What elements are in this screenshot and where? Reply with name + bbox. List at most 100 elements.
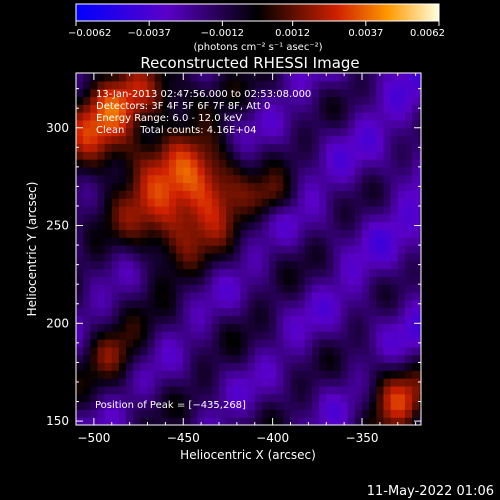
heatmap-cell (133, 221, 141, 231)
heatmap-cell (118, 182, 127, 191)
heatmap-cell (397, 292, 406, 301)
heatmap-cell (118, 221, 127, 231)
heatmap-cell (376, 260, 385, 270)
heatmap-cell (197, 182, 206, 191)
heatmap-cell (197, 292, 206, 301)
heatmap-cell (311, 127, 320, 137)
heatmap-cell (419, 80, 421, 90)
heatmap-cell (104, 182, 113, 191)
heatmap-cell (140, 338, 149, 348)
heatmap-cell (412, 104, 420, 113)
heatmap-cell (126, 307, 134, 317)
heatmap-cell (233, 362, 242, 371)
heatmap-cell (326, 417, 335, 425)
heatmap-cell (276, 393, 284, 403)
heatmap-cell (319, 166, 327, 176)
heatmap-cell (311, 276, 320, 285)
heatmap-cell (326, 182, 335, 191)
heatmap-cell (276, 112, 284, 121)
heatmap-cell (204, 237, 213, 246)
heatmap-cell (240, 292, 249, 301)
heatmap-cell (211, 252, 220, 262)
heatmap-cell (390, 127, 399, 137)
heatmap-cell (326, 166, 335, 176)
heatmap-cell (226, 307, 234, 317)
heatmap-cell (183, 143, 191, 152)
heatmap-cell (419, 127, 421, 137)
heatmap-cell (147, 221, 156, 231)
heatmap-cell (290, 307, 299, 317)
heatmap-cell (240, 393, 249, 403)
heatmap-cell (383, 229, 392, 238)
heatmap-cell (197, 166, 206, 176)
heatmap-cell (297, 159, 306, 168)
heatmap-cell (190, 182, 199, 191)
heatmap-cell (183, 346, 191, 356)
heatmap-cell (404, 190, 413, 199)
heatmap-cell (283, 331, 292, 340)
heatmap-cell (83, 166, 91, 176)
heatmap-cell (211, 276, 220, 285)
heatmap-cell (197, 393, 206, 403)
heatmap-cell (326, 112, 335, 121)
heatmap-cell (197, 213, 206, 223)
heatmap-cell (240, 213, 249, 223)
heatmap-cell (404, 205, 413, 215)
heatmap-cell (354, 229, 363, 238)
heatmap-cell (233, 213, 242, 223)
heatmap-cell (362, 143, 370, 152)
heatmap-cell (211, 174, 220, 184)
heatmap-cell (390, 362, 399, 371)
heatmap-cell (219, 174, 227, 184)
heatmap-cell (219, 229, 227, 238)
heatmap-cell (111, 385, 120, 395)
heatmap-cell (419, 252, 421, 262)
heatmap-cell (211, 284, 220, 293)
heatmap-cell (326, 104, 335, 113)
heatmap-cell (190, 198, 199, 207)
heatmap-cell (118, 151, 127, 160)
heatmap-cell (340, 370, 349, 379)
heatmap-cell (369, 401, 377, 410)
heatmap-cell (126, 260, 134, 270)
heatmap-cell (362, 307, 370, 317)
heatmap-cell (190, 96, 199, 105)
y-tick-label: 150 (46, 414, 69, 428)
heatmap-cell (412, 409, 420, 418)
heatmap-cell (269, 409, 277, 418)
heatmap-cell (383, 96, 392, 105)
heatmap-cell (419, 213, 421, 223)
heatmap-cell (376, 393, 385, 403)
heatmap-cell (419, 112, 421, 121)
heatmap-cell (219, 213, 227, 223)
heatmap-cell (168, 166, 177, 176)
heatmap-cell (90, 221, 99, 231)
heatmap-cell (126, 315, 134, 324)
heatmap-cell (404, 370, 413, 379)
heatmap-cell (376, 221, 385, 231)
heatmap-cell (304, 417, 313, 425)
heatmap-cell (390, 346, 399, 356)
heatmap-cell (76, 401, 84, 410)
heatmap-cell (126, 393, 134, 403)
heatmap-cell (290, 213, 299, 223)
heatmap-cell (340, 292, 349, 301)
heatmap-cell (397, 260, 406, 270)
heatmap-cell (140, 127, 149, 137)
heatmap-cell (297, 252, 306, 262)
heatmap-cell (283, 268, 292, 277)
heatmap-cell (383, 221, 392, 231)
heatmap-cell (354, 385, 363, 395)
heatmap-cell (319, 88, 327, 98)
heatmap-cell (362, 331, 370, 340)
heatmap-cell (269, 159, 277, 168)
heatmap-cell (161, 96, 170, 105)
heatmap-cell (240, 112, 249, 121)
heatmap-cell (347, 190, 356, 199)
heatmap-cell (276, 417, 284, 425)
heatmap-cell (111, 182, 120, 191)
heatmap-cell (226, 96, 234, 105)
heatmap-cell (383, 166, 392, 176)
heatmap-cell (261, 292, 270, 301)
heatmap-cell (369, 88, 377, 98)
